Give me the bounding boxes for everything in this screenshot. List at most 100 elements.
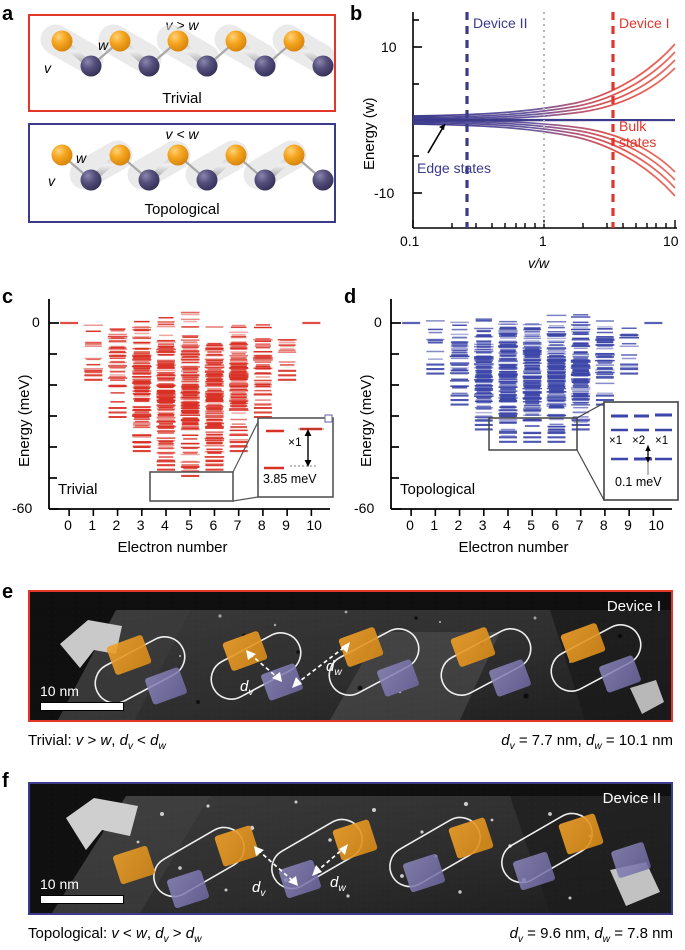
panel-d-inset-x1-right: ×1 — [655, 435, 669, 447]
panel-f-caption-right: dv = 9.6 nm, dw = 7.8 nm — [509, 925, 673, 945]
xtick-7: 7 — [233, 517, 242, 533]
panel-e-dv-value: 7.7 nm — [531, 732, 578, 749]
chain-topological-box: v < w — [28, 123, 336, 223]
panel-d-ylabel: Energy (meV) — [358, 374, 375, 467]
chain-trivial-box: v > w — [28, 14, 336, 112]
panel-b: b — [345, 0, 685, 280]
chain-topological-w-label: w — [76, 150, 87, 166]
dw-arrow-e — [295, 645, 347, 685]
xtick-5: 5 — [527, 517, 536, 533]
stm-image-device-i: dv dw Device I 10 nm — [28, 590, 673, 722]
panel-d: d — [342, 285, 685, 577]
panel-c-plot — [48, 299, 334, 516]
chain-trivial-w-label: w — [98, 37, 109, 53]
chain-trivial-caption: Trivial — [162, 90, 202, 107]
panel-c-xlabel: Electron number — [117, 539, 228, 556]
panel-b-ytick-10: 10 — [381, 39, 397, 55]
dv-label-e: dv — [240, 678, 254, 698]
stm-f-svg — [30, 784, 671, 913]
panel-e-dw-value: 10.1 nm — [618, 732, 673, 749]
xtick-4: 4 — [161, 517, 169, 533]
stm-e-svg — [30, 592, 671, 720]
chain-topological-caption: Topological — [144, 201, 220, 218]
dw-arrow-f — [315, 847, 345, 873]
panel-b-ylabel: Energy (w) — [361, 97, 378, 170]
xtick-3: 3 — [136, 517, 145, 533]
xtick-6: 6 — [209, 517, 218, 533]
xtick-0: 0 — [64, 517, 72, 533]
chain-topological-v-label: v — [48, 173, 55, 189]
panel-c-ytick-0: 0 — [32, 314, 40, 330]
panel-f-label: f — [2, 770, 9, 792]
panel-d-regime-label: Topological — [400, 481, 476, 498]
panel-d-inset-x2: ×2 — [632, 435, 646, 447]
panel-d-zoom-box — [488, 417, 578, 451]
bulk-states-label: Bulk states — [619, 118, 657, 150]
panel-e-label: e — [2, 581, 14, 603]
xtick-1: 1 — [88, 517, 97, 533]
purple-adatoms-f — [167, 842, 651, 909]
xtick-10: 10 — [648, 517, 664, 533]
panel-d-ytick-0: 0 — [374, 314, 382, 330]
panel-d-inset-frame — [603, 401, 679, 501]
dv-label-f: dv — [252, 879, 266, 899]
orange-adatoms — [106, 623, 606, 675]
device-tag-e: Device I — [606, 598, 661, 615]
xtick-4: 4 — [503, 517, 511, 533]
panel-b-label: b — [350, 3, 363, 25]
device-i-label: Device I — [619, 15, 670, 31]
dv-arrow-f — [257, 849, 295, 883]
panel-d-inset-x1-left: ×1 — [609, 435, 623, 447]
panel-e: e — [0, 580, 685, 765]
device-ii-label: Device II — [473, 15, 528, 31]
panel-a-label: a — [2, 3, 14, 25]
chain-topological-relation: v < w — [165, 126, 199, 142]
panel-d-inset-gap: 0.1 meV — [615, 475, 662, 489]
edge-states-label: Edge states — [417, 160, 491, 176]
panel-e-caption-left: Trivial: v > w, dv < dw — [28, 732, 166, 752]
panel-d-plot — [390, 299, 679, 516]
panel-f-dv-value: 9.6 nm — [540, 925, 586, 942]
panel-c-label: c — [2, 286, 14, 308]
panel-d-inset-levels — [611, 413, 672, 475]
panel-c-regime-label: Trivial — [58, 481, 98, 498]
scalebar-f: 10 nm — [40, 877, 124, 904]
panel-f-caption-left: Topological: v < w, dv > dw — [28, 925, 202, 945]
xtick-9: 9 — [282, 517, 290, 533]
device-tag-f: Device II — [602, 790, 661, 807]
xtick-7: 7 — [575, 517, 584, 533]
xtick-6: 6 — [551, 517, 560, 533]
xtick-2: 2 — [112, 517, 121, 533]
chain-trivial-v-label: v — [44, 60, 51, 76]
panel-c: c — [0, 285, 345, 577]
xtick-1: 1 — [430, 517, 439, 533]
xtick-3: 3 — [478, 517, 487, 533]
panel-b-ytick-neg10: -10 — [374, 185, 395, 201]
scalebar-e: 10 nm — [40, 684, 124, 711]
panel-b-plot — [412, 12, 677, 229]
edge-states-arrow — [427, 123, 446, 154]
panel-f: f — [0, 765, 685, 950]
xtick-10: 10 — [306, 517, 322, 533]
panel-d-label: d — [344, 286, 357, 308]
panel-c-ylabel: Energy (meV) — [16, 374, 33, 467]
scalebar-e-bar — [40, 702, 124, 711]
panel-c-inset-x1: ×1 — [288, 435, 302, 449]
panel-c-inset-levels — [264, 427, 324, 470]
panel-c-ytick-neg60: -60 — [12, 500, 33, 516]
panel-c-zoom-box — [149, 471, 234, 502]
scalebar-f-bar — [40, 895, 124, 904]
dv-arrow-e — [249, 653, 279, 679]
dw-label-e: dw — [326, 658, 342, 678]
dw-label-f: dw — [330, 874, 346, 894]
panel-b-xtick-0-1: 0.1 — [400, 233, 420, 249]
xtick-9: 9 — [624, 517, 632, 533]
panel-d-xlabel: Electron number — [458, 539, 569, 556]
panel-c-inset-gap: 3.85 meV — [263, 472, 317, 486]
xtick-5: 5 — [185, 517, 194, 533]
panel-e-caption-right: dv = 7.7 nm, dw = 10.1 nm — [501, 732, 673, 752]
panel-f-dw-value: 7.8 nm — [627, 925, 673, 942]
xtick-8: 8 — [599, 517, 608, 533]
chain-topological-svg — [51, 140, 334, 191]
